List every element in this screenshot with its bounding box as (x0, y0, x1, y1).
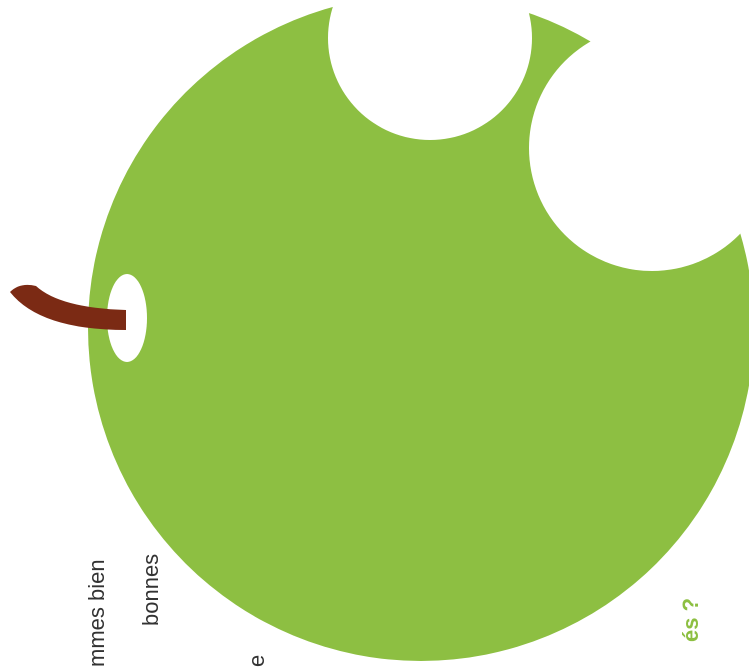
question-fragment: és ? (678, 598, 703, 642)
bite (529, 25, 749, 271)
stem-hole (107, 274, 147, 362)
stem (10, 284, 126, 330)
bite (328, 0, 532, 140)
text-fragment: e (244, 655, 269, 667)
text-fragment: bonnes (138, 554, 163, 626)
text-fragment: mmes bien (84, 559, 109, 667)
